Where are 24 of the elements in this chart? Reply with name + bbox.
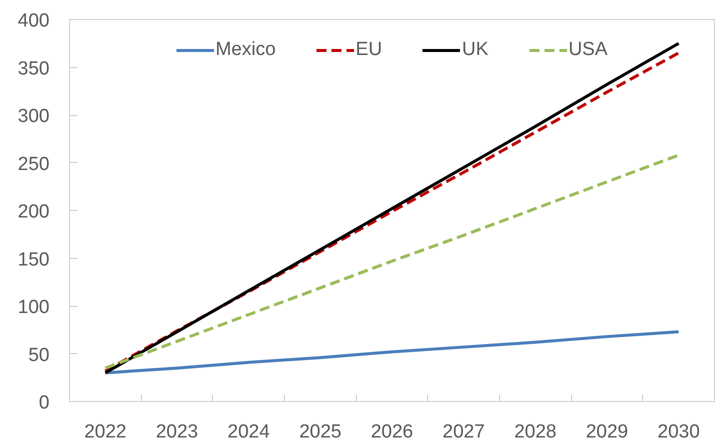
x-tick-label: 2026 [370, 422, 414, 441]
x-tick-label: 2028 [514, 422, 556, 441]
x-tick-label: 2027 [442, 422, 485, 441]
y-tick-label: 400 [18, 10, 50, 32]
x-tick-label: 2029 [586, 422, 628, 441]
y-tick-label: 350 [18, 58, 50, 80]
y-tick-label: 0 [38, 392, 50, 414]
y-tick-label: 100 [18, 297, 50, 318]
legend-label: USA [568, 39, 608, 61]
y-tick-label: 300 [18, 106, 50, 127]
y-tick-label: 150 [18, 249, 50, 270]
x-tick-label: 2023 [156, 422, 198, 441]
legend-label: Mexico [215, 39, 276, 61]
legend-label: EU [356, 39, 382, 61]
line-series [104, 154, 680, 370]
x-tick-label: 2030 [658, 422, 700, 441]
x-tick-label: 2025 [299, 422, 342, 441]
line-series [104, 330, 680, 374]
y-tick-label: 50 [28, 344, 50, 366]
x-tick-label: 2024 [228, 422, 270, 441]
x-tick-label: 2022 [84, 422, 126, 441]
legend-label: UK [462, 39, 488, 61]
y-tick-label: 200 [18, 202, 50, 222]
y-tick-label: 250 [18, 154, 50, 175]
